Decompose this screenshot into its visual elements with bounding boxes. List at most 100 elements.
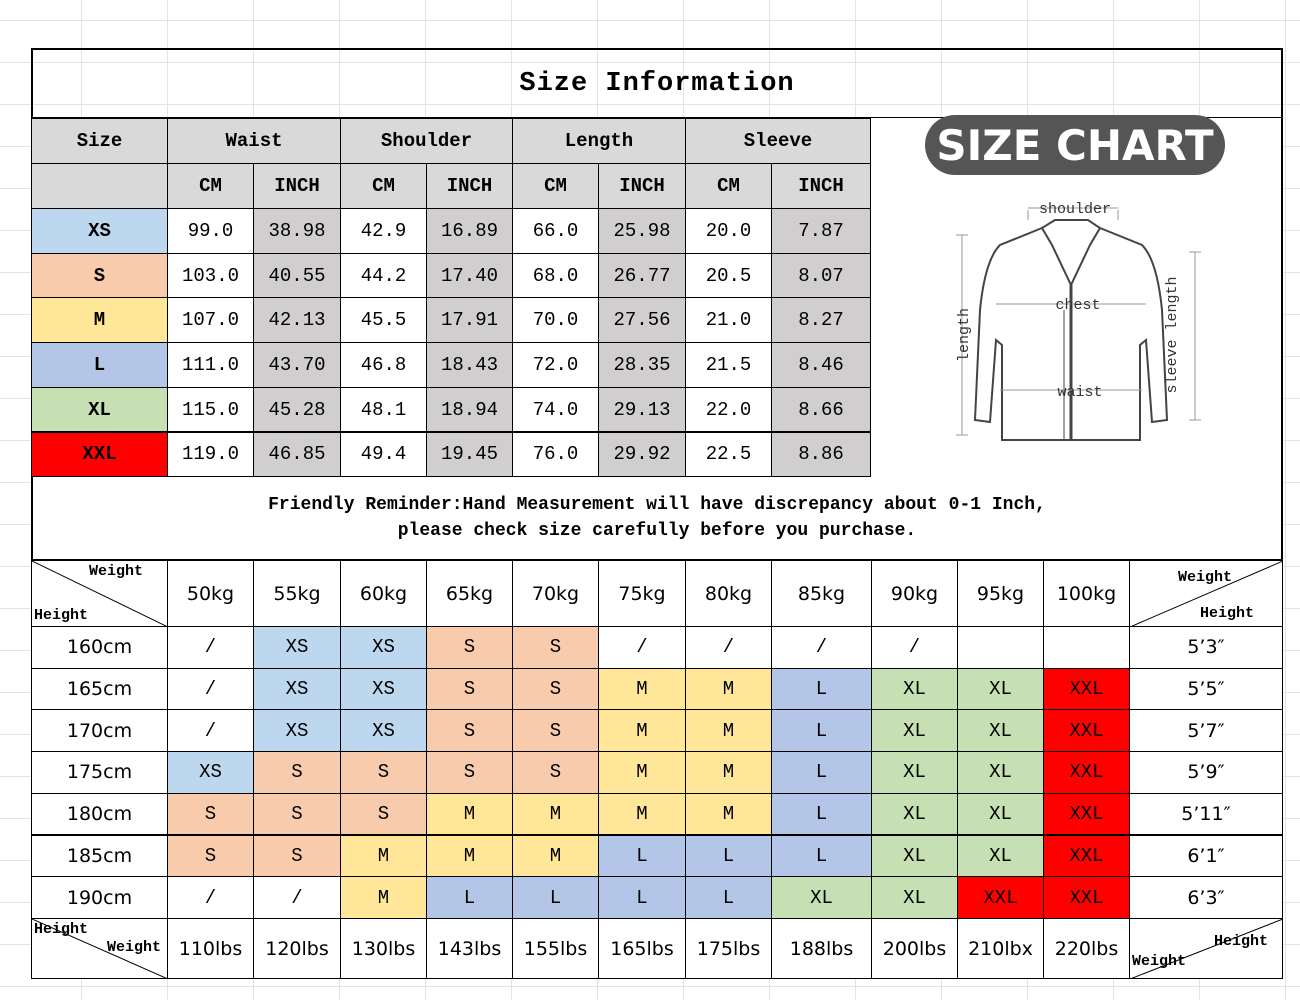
measure-cell: 17.91 [426,297,513,344]
size-cell: XL [31,386,168,433]
fit-size-cell: S [340,751,427,794]
header-cell: Size [31,118,168,164]
measure-cell: 46.8 [340,342,427,388]
unit-cell: CM [167,163,254,209]
fit-size-cell: S [512,626,599,669]
height-cell: 175cm [31,751,168,794]
unit-cell: INCH [771,163,871,209]
measure-cell: 20.0 [685,208,772,254]
measure-cell: 45.28 [253,386,341,433]
height-cell: 190cm [31,876,168,919]
fit-size-cell: XS [253,626,341,669]
fit-size-cell: L [426,876,513,919]
fit-size-cell: S [426,626,513,669]
weight-kg-cell: 55kg [253,560,341,627]
fit-size-cell: L [685,834,772,878]
fit-size-cell: XS [340,626,427,669]
fit-size-cell: S [253,834,341,878]
fit-size-cell: M [598,792,686,836]
fit-size-cell: XS [253,667,341,711]
fit-size-cell: M [512,834,599,878]
fit-size-cell: XL [871,667,958,711]
waist-label: waist [1057,384,1102,401]
measure-cell: 22.5 [685,431,772,478]
size-cell: M [31,297,168,344]
measure-cell: 17.40 [426,252,513,299]
fit-size-cell: S [167,792,254,836]
reminder: Friendly Reminder:Hand Measurement will … [31,476,1283,561]
fit-size-cell: XXL [1043,792,1130,836]
weight-kg-cell: 80kg [685,560,772,627]
fit-size-cell: L [685,876,772,919]
fit-size-cell: M [340,876,427,919]
measure-cell: 29.13 [598,386,686,433]
fit-size-cell: S [426,709,513,753]
corner-diagonal [32,561,168,627]
fit-size-cell: / [167,626,254,669]
weight-kg-cell: 85kg [771,560,872,627]
corner-diagonal [32,919,168,979]
fit-size-cell: XXL [1043,834,1130,878]
feet-cell: 5’5″ [1129,667,1283,711]
measure-cell: 43.70 [253,342,341,388]
fit-size-cell: M [598,667,686,711]
fit-size-cell: XS [253,709,341,753]
header-cell: Sleeve [685,118,871,164]
size-cell: XXL [31,431,168,478]
fit-size-cell: XL [871,876,958,919]
size-cell: S [31,252,168,299]
fit-size-cell: XXL [1043,709,1130,753]
size-cell: L [31,342,168,388]
corner-label: Weight [1178,569,1233,586]
fit-size-cell [1043,626,1130,669]
fit-size-cell: XL [871,709,958,753]
header-cell [31,163,168,209]
corner-label: Height [34,607,89,624]
feet-cell: 6’3″ [1129,876,1283,919]
reminder-line: please check size carefully before you p… [397,520,917,541]
corner-label: Weight [88,563,143,580]
measure-cell: 16.89 [426,208,513,254]
weight-lbs-cell: 155lbs [512,918,599,979]
weight-lbs-cell: 220lbs [1043,918,1130,979]
fit-size-cell: S [253,751,341,794]
fit-size-cell: S [512,667,599,711]
fit-size-cell: S [426,667,513,711]
chest-label: chest [1055,297,1100,314]
fit-size-cell: XL [957,751,1044,794]
weight-kg-cell: 90kg [871,560,958,627]
fit-size-cell: M [685,792,772,836]
fit-size-cell: L [771,834,872,878]
measure-cell: 107.0 [167,297,254,344]
fit-size-cell: M [426,834,513,878]
corner-label: Height [1213,933,1268,950]
measure-cell: 21.0 [685,297,772,344]
fit-size-cell: XL [871,834,958,878]
size-chart-badge: SIZE CHART [925,115,1225,175]
feet-cell: 5’7″ [1129,709,1283,753]
measure-cell: 18.43 [426,342,513,388]
header-cell: Shoulder [340,118,513,164]
measure-cell: 42.13 [253,297,341,344]
weight-lbs-cell: 143lbs [426,918,513,979]
fit-size-cell: S [512,709,599,753]
fit-size-cell: / [598,626,686,669]
fit-size-cell: M [512,792,599,836]
measure-cell: 8.07 [771,252,871,299]
fit-size-cell: M [598,709,686,753]
sleeve-label: sleeve length [1164,276,1181,393]
feet-cell: 5’9″ [1129,751,1283,794]
fit-size-cell: L [598,834,686,878]
fit-size-cell: XL [771,876,872,919]
fit-size-cell: / [167,876,254,919]
title: Size Information [31,48,1283,119]
fit-size-cell: / [871,626,958,669]
measure-cell: 21.5 [685,342,772,388]
measure-cell: 42.9 [340,208,427,254]
measure-cell: 99.0 [167,208,254,254]
measure-cell: 19.45 [426,431,513,478]
weight-lbs-cell: 130lbs [340,918,427,979]
size-cell: XS [31,208,168,254]
corner-cell: Height Weight [1129,918,1283,979]
fit-size-cell: / [771,626,872,669]
